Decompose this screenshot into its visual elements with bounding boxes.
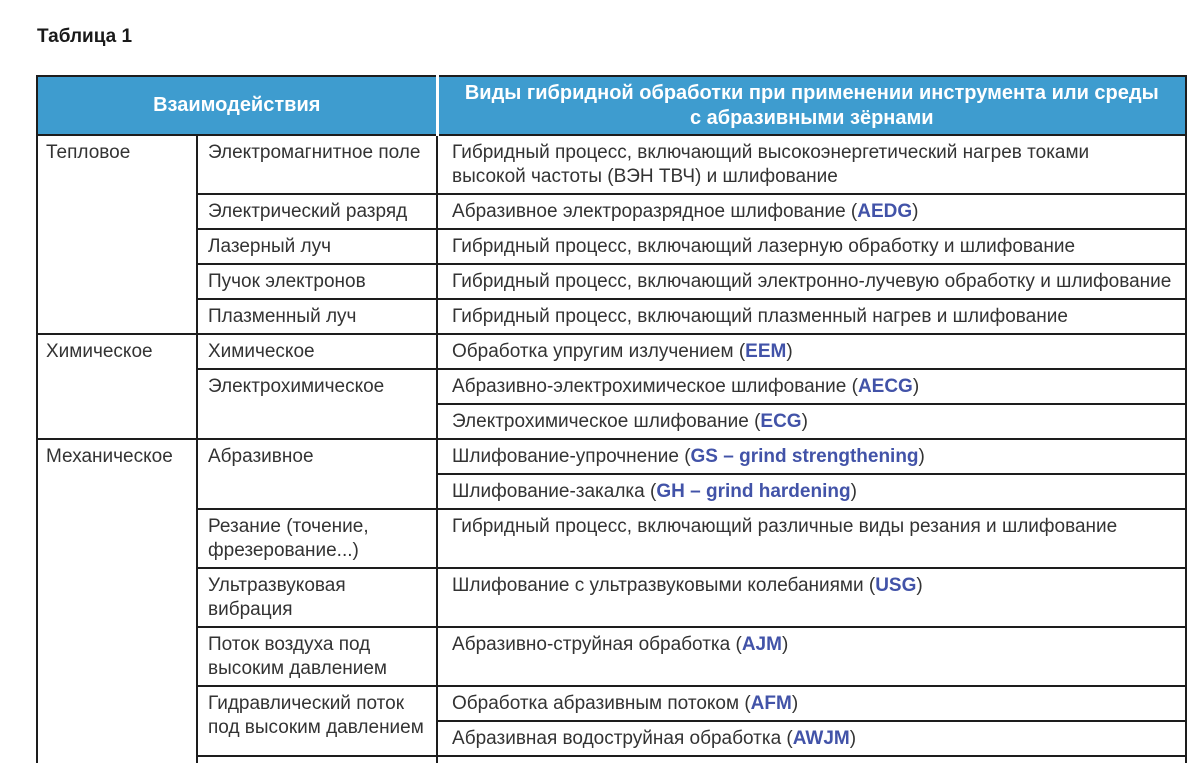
description-text: ) bbox=[786, 341, 793, 362]
process-acronym: GS – grind strengthening bbox=[690, 446, 919, 467]
description-text: Обработка упругим излучением ( bbox=[452, 341, 746, 362]
description-cell: Шлифование-закалка (GH – grind hardening… bbox=[436, 473, 1188, 510]
table-row: Поток воздуха под высоким давлением Абра… bbox=[37, 626, 1188, 687]
table-row: Гидравлический поток под высоким давлени… bbox=[37, 685, 1188, 757]
table-row: Электрический разряд Абразивное электрор… bbox=[37, 193, 1188, 230]
table-row: Магнитное поле Магнитоабразивная обработ… bbox=[37, 755, 1188, 763]
description-text: Гибридный процесс, включающий электронно… bbox=[452, 271, 1172, 292]
process-acronym: AWJM bbox=[792, 728, 850, 749]
table-row: Резание (точение, фрезерование...) Гибри… bbox=[37, 508, 1188, 569]
description-cell: Гибридный процесс, включающий высокоэнер… bbox=[436, 134, 1188, 195]
description-text: ) bbox=[850, 481, 857, 502]
description-cell: Обработка абразивным потоком (AFM) bbox=[436, 685, 1188, 722]
process-acronym: AFM bbox=[750, 693, 792, 714]
description-text: Абразивная водоструйная обработка ( bbox=[452, 728, 793, 749]
description-cell: Магнитоабразивная обработка потоком / Ма… bbox=[436, 755, 1188, 763]
description-cell: Обработка упругим излучением (EEM) bbox=[436, 333, 1188, 370]
subtype-cell: Электрохимическое bbox=[195, 368, 439, 440]
process-acronym: GH – grind hardening bbox=[656, 481, 851, 502]
description-text: Гибридный процесс, включающий лазерную о… bbox=[452, 236, 1076, 257]
description-cell: Абразивно-электрохимическое шлифование (… bbox=[436, 368, 1188, 405]
process-acronym: AJM bbox=[741, 634, 782, 655]
process-acronym: ECG bbox=[760, 411, 802, 432]
category-cell: Механическое bbox=[36, 438, 198, 763]
subtype-cell: Резание (точение, фрезерование...) bbox=[195, 508, 439, 569]
description-text: Абразивное электроразрядное шлифование ( bbox=[452, 201, 858, 222]
header-interactions: Взаимодействия bbox=[35, 75, 439, 136]
table-row: Тепловое Электромагнитное поле Гибридный… bbox=[36, 134, 1188, 335]
table-row: Пучок электронов Гибридный процесс, вклю… bbox=[37, 263, 1188, 300]
description-text: ) bbox=[801, 411, 808, 432]
description-cell: Гибридный процесс, включающий электронно… bbox=[436, 263, 1188, 300]
subtype-cell: Поток воздуха под высоким давлением bbox=[195, 626, 439, 687]
description-text: ) bbox=[918, 446, 925, 467]
description-text: Гибридный процесс, включающий плазменный… bbox=[452, 306, 1068, 327]
subtype-cell: Магнитное поле bbox=[195, 755, 439, 763]
table-row: Шлифование-закалка (GH – grind hardening… bbox=[37, 473, 1188, 510]
description-cell: Абразивное электроразрядное шлифование (… bbox=[436, 193, 1188, 230]
description-text: Абразивно-струйная обработка ( bbox=[452, 634, 742, 655]
description-text: Электрохимическое шлифование ( bbox=[452, 411, 761, 432]
subtype-cell: Абразивное bbox=[195, 438, 439, 510]
description-cell: Шлифование-упрочнение (GS – grind streng… bbox=[436, 438, 1188, 475]
category-cell: Тепловое bbox=[36, 134, 198, 335]
process-acronym: AECG bbox=[857, 376, 913, 397]
hybrid-processing-table: Взаимодействия Виды гибридной обработки … bbox=[35, 75, 1188, 763]
description-cell: Гибридный процесс, включающий различные … bbox=[436, 508, 1188, 569]
subtype-cell: Гидравлический поток под высоким давлени… bbox=[195, 685, 439, 757]
description-text: Абразивно-электрохимическое шлифование ( bbox=[452, 376, 858, 397]
table-row: Абразивная водоструйная обработка (AWJM) bbox=[37, 720, 1188, 757]
description-cell: Абразивная водоструйная обработка (AWJM) bbox=[436, 720, 1188, 757]
subtype-cell: Плазменный луч bbox=[195, 298, 439, 335]
table-row: Электрохимическое Абразивно-электрохимич… bbox=[37, 368, 1188, 440]
table-row: Механическое Абразивное Шлифование-упроч… bbox=[36, 438, 1188, 763]
table-row: Электрохимическое шлифование (ECG) bbox=[37, 403, 1188, 440]
description-cell: Электрохимическое шлифование (ECG) bbox=[436, 403, 1188, 440]
category-cell: Химическое bbox=[36, 333, 198, 440]
process-acronym: USG bbox=[875, 575, 917, 596]
table-row: Ультразвуковая вибрация Шлифование с уль… bbox=[37, 567, 1188, 628]
description-cell: Абразивно-струйная обработка (AJM) bbox=[436, 626, 1188, 687]
description-text: Обработка абразивным потоком ( bbox=[452, 693, 751, 714]
subtype-cell: Химическое bbox=[195, 333, 439, 370]
description-text: Шлифование с ультразвуковыми колебаниями… bbox=[452, 575, 876, 596]
description-text: ) bbox=[791, 693, 799, 714]
description-text: ) bbox=[912, 376, 920, 397]
subtype-cell: Электрический разряд bbox=[195, 193, 439, 230]
table-row: Лазерный луч Гибридный процесс, включающ… bbox=[37, 228, 1188, 265]
process-acronym: EEM bbox=[745, 341, 787, 362]
description-cell: Гибридный процесс, включающий лазерную о… bbox=[436, 228, 1188, 265]
description-cell: Шлифование с ультразвуковыми колебаниями… bbox=[436, 567, 1188, 628]
description-text: Гибридный процесс, включающий высокоэнер… bbox=[452, 142, 1090, 187]
description-text: ) bbox=[912, 201, 919, 222]
description-cell: Гибридный процесс, включающий плазменный… bbox=[436, 298, 1188, 335]
header-row: Взаимодействия Виды гибридной обработки … bbox=[35, 75, 1188, 136]
description-text: ) bbox=[916, 575, 923, 596]
description-text: ) bbox=[781, 634, 789, 655]
header-process-kinds: Виды гибридной обработки при применении … bbox=[435, 75, 1188, 136]
table-caption: Таблица 1 bbox=[37, 26, 133, 47]
description-text: Гибридный процесс, включающий различные … bbox=[452, 516, 1118, 537]
table-row: Плазменный луч Гибридный процесс, включа… bbox=[37, 298, 1188, 335]
subtype-cell: Пучок электронов bbox=[195, 263, 439, 300]
description-text: Шлифование-закалка ( bbox=[452, 481, 657, 502]
description-text: ) bbox=[849, 728, 857, 749]
subtype-cell: Лазерный луч bbox=[195, 228, 439, 265]
process-acronym: AEDG bbox=[857, 201, 913, 222]
subtype-cell: Электромагнитное поле bbox=[195, 134, 439, 195]
subtype-cell: Ультразвуковая вибрация bbox=[195, 567, 439, 628]
description-text: Шлифование-упрочнение ( bbox=[452, 446, 691, 467]
table-row: Химическое Химическое Обработка упругим … bbox=[36, 333, 1188, 440]
